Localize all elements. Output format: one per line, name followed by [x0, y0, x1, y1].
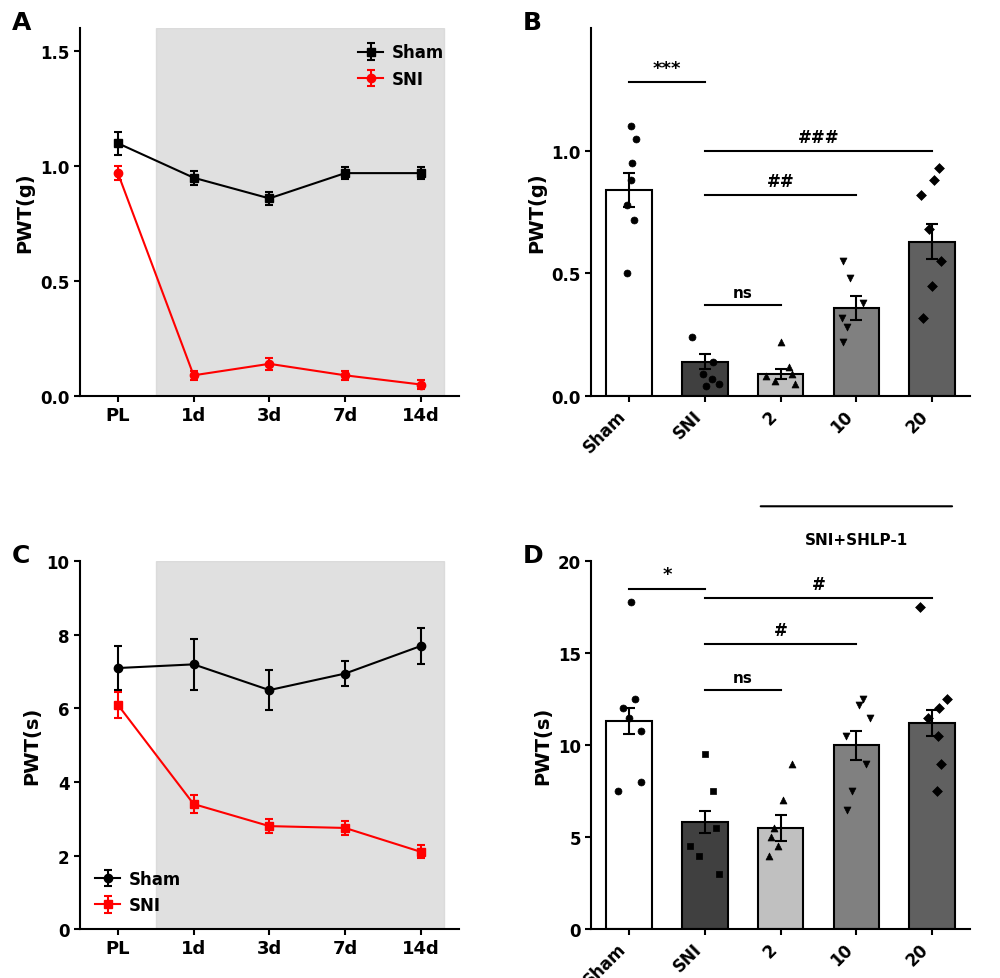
Point [711, 867, 727, 882]
Point [931, 161, 947, 177]
Point [711, 377, 727, 392]
Point [621, 710, 637, 726]
Point [633, 775, 649, 790]
Point [787, 377, 803, 392]
Text: B: B [523, 11, 542, 35]
Point [684, 330, 700, 345]
Text: ns: ns [733, 287, 753, 301]
Bar [156, 29, 444, 397]
Point [933, 756, 949, 772]
Point [929, 783, 945, 799]
Y-axis label: PWT(s): PWT(s) [533, 706, 552, 784]
Point [839, 320, 855, 335]
Point [784, 756, 800, 772]
Point [851, 697, 867, 713]
Text: (i.t., $\mu$g): (i.t., $\mu$g) [821, 573, 892, 592]
Point [913, 188, 929, 203]
Text: D: D [523, 544, 544, 567]
Text: ##: ## [767, 173, 795, 191]
Point [838, 729, 854, 744]
Point [624, 156, 640, 172]
Point [704, 372, 720, 387]
Point [695, 367, 711, 382]
Point [839, 802, 855, 818]
Bar [682, 822, 728, 929]
Point [784, 367, 800, 382]
Point [770, 839, 786, 855]
Y-axis label: PWT(g): PWT(g) [527, 173, 546, 253]
Text: #: # [774, 621, 788, 639]
Point [766, 821, 782, 836]
Point [628, 132, 644, 148]
Text: #: # [812, 575, 825, 593]
Point [834, 310, 850, 326]
Point [698, 378, 714, 394]
Text: ***: *** [653, 61, 681, 78]
Point [623, 173, 639, 189]
Text: ns: ns [733, 670, 753, 685]
Point [912, 600, 928, 615]
Bar [909, 243, 955, 397]
Bar [682, 362, 728, 397]
Point [842, 271, 858, 287]
Point [858, 756, 874, 772]
Legend: Sham, SNI: Sham, SNI [351, 38, 450, 95]
Point [844, 783, 860, 799]
Point [915, 310, 931, 326]
Legend: Sham, SNI: Sham, SNI [88, 864, 187, 920]
Point [626, 212, 642, 228]
Point [933, 254, 949, 270]
Point [610, 783, 626, 799]
Text: SNI+SHLP-1: SNI+SHLP-1 [805, 532, 908, 548]
Point [697, 747, 713, 763]
Y-axis label: PWT(g): PWT(g) [16, 173, 35, 253]
Point [691, 848, 707, 864]
Point [633, 723, 649, 738]
Text: A: A [12, 11, 31, 35]
Point [939, 691, 955, 707]
Point [758, 369, 774, 384]
Point [921, 222, 937, 238]
Point [773, 334, 789, 350]
Point [926, 173, 942, 189]
Bar [834, 745, 879, 929]
Point [615, 701, 631, 717]
Point [835, 254, 851, 270]
Point [835, 334, 851, 350]
Point [682, 839, 698, 855]
Point [775, 793, 791, 809]
Point [781, 359, 797, 375]
Point [761, 848, 777, 864]
Text: C: C [12, 544, 30, 567]
Point [708, 821, 724, 836]
Bar [909, 724, 955, 929]
Point [767, 374, 783, 389]
Bar [758, 828, 803, 929]
Point [705, 354, 721, 370]
Bar [834, 308, 879, 397]
Point [627, 691, 643, 707]
Point [920, 710, 936, 726]
Point [623, 595, 639, 610]
Point [930, 729, 946, 744]
Bar [156, 561, 444, 929]
Y-axis label: PWT(s): PWT(s) [22, 706, 41, 784]
Bar [758, 375, 803, 397]
Point [623, 119, 639, 135]
Point [705, 783, 721, 799]
Point [862, 710, 878, 726]
Point [763, 829, 779, 845]
Point [619, 266, 635, 282]
Bar [606, 191, 652, 397]
Point [619, 198, 635, 213]
Point [924, 279, 940, 294]
Text: *: * [662, 566, 672, 584]
Point [855, 691, 871, 707]
Bar [606, 722, 652, 929]
Text: ###: ### [798, 129, 839, 147]
Point [931, 701, 947, 717]
Point [855, 295, 871, 311]
